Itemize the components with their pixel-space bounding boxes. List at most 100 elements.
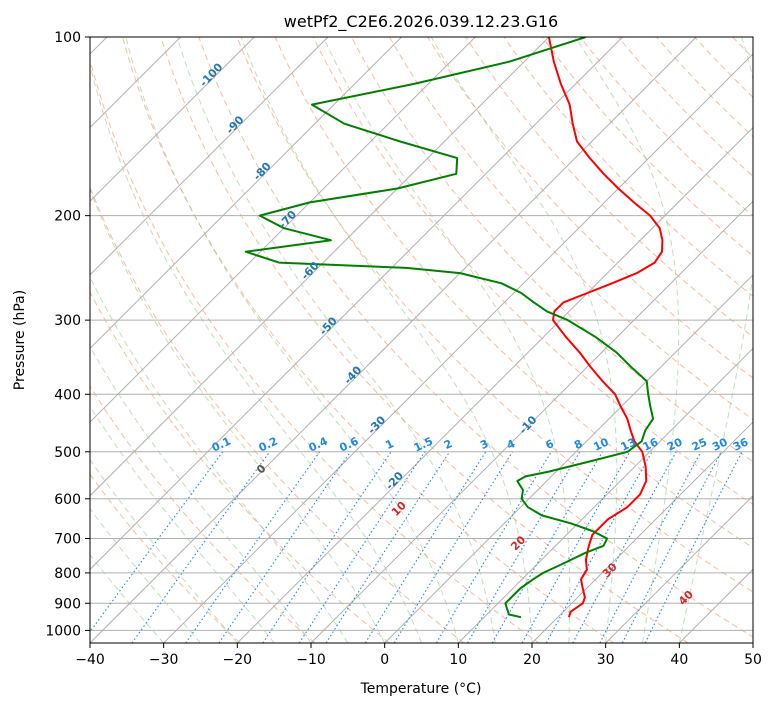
isotherm-label: -80 [251,159,274,183]
moist-adiabat-line [678,37,753,643]
mixing-ratio-label: 36 [731,435,751,453]
background-lines [90,37,775,643]
isotherm-line [90,37,476,423]
mixing-ratio-line [435,451,552,643]
dry-adiabat-line [350,37,753,463]
isotherm-line [90,37,255,202]
moist-adiabat-line [322,37,571,643]
dry-adiabat-line [771,37,775,643]
profile-lines [244,37,664,619]
mixing-ratio-label: 30 [710,435,730,453]
mixing-ratio-line [218,451,351,643]
mixing-ratio-label: 4 [505,437,518,452]
dry-adiabat-line [656,37,753,138]
y-tick-label: 500 [54,445,81,461]
dry-adiabat-line [90,57,540,643]
moist-adiabat-line [90,458,238,643]
moist-adiabat-line [90,405,275,643]
mixing-ratio-line [621,451,722,643]
line-labels: -100-90-80-70-60-50-40-30-20-100.1 0.2 0.4… [197,60,751,608]
mixing-ratio-line [131,451,271,643]
dry-adiabat-line [427,37,753,379]
dry-adiabat-line [579,37,753,217]
dry-adiabat-line [617,37,753,177]
moist-adiabat-line [90,554,165,643]
mixing-ratio-line [364,451,487,643]
dry-adiabat-line [503,37,753,297]
isotherm-line [457,347,753,643]
mixing-ratio-line [90,451,224,633]
moist-adiabat-line [125,37,459,643]
dry-adiabat-line [90,473,241,643]
isotherm-line [163,53,753,643]
dry-adiabat-line [90,186,465,643]
dry-adiabat-line [465,37,753,338]
x-tick-label: −10 [296,652,326,668]
y-tick-label: 1000 [45,623,81,639]
x-tick-label: 30 [597,652,615,668]
mixing-ratio-label: 2 [442,437,454,452]
isotherm-line [236,126,753,643]
mixing-ratio-label: 20 [665,435,685,453]
y-tick-label: 600 [54,492,81,508]
dry-adiabat-line [312,37,753,506]
isotherm-line [90,37,329,276]
mixing-ratio-label: 10 [591,435,611,453]
moist-adiabat-line [90,275,349,643]
plot-frame [89,36,754,644]
dry-adiabat-line [198,37,753,638]
moist-adiabat-line [240,37,533,643]
mixing-ratio-label: 6 [544,437,557,452]
dry-adiabat-line [274,37,753,549]
x-tick-label: 20 [523,652,541,668]
dry-adiabat-line [389,37,753,421]
mixing-ratio-line [491,451,603,643]
moist-adiabat-line [430,37,618,643]
moist-adiabat-line [176,37,496,643]
x-axis-label: Temperature (°C) [360,681,482,697]
moist-adiabat-line [90,188,386,643]
isotherm-line [384,274,753,643]
x-tick-label: −30 [149,652,179,668]
y-tick-label: 200 [54,209,81,225]
x-tick-label: 40 [670,652,688,668]
mixing-ratio-label: 16 [641,435,661,453]
y-axis-label: Pressure (hPa) [12,290,28,390]
dry-adiabat-line [236,37,753,593]
y-tick-label: 700 [54,532,81,548]
mixing-ratio-line [325,451,451,643]
dry-adiabat-line [90,385,316,643]
x-tick-label: 50 [744,652,762,668]
moist-adiabat-label: 40 [676,588,696,608]
dry-adiabat-line [694,37,753,99]
isotherm-line [605,495,753,643]
isotherm-line [752,642,753,643]
dewpoint-line [244,37,655,619]
dry-adiabat-line [122,37,614,643]
mixing-ratio-line [185,451,321,643]
mixing-ratio-line [393,451,513,643]
isotherm-line [678,568,753,643]
x-tick-label: −40 [75,652,105,668]
mixing-ratio-line [521,451,631,643]
isotherm-label: -40 [341,363,364,387]
dry-adiabat-line [160,37,689,643]
x-tick-label: 0 [380,652,389,668]
dry-adiabat-line [90,291,390,643]
moist-adiabat-line [90,507,201,643]
isotherm-line [310,200,753,643]
isotherm-line [90,37,623,571]
isotherm-label: -90 [223,113,246,137]
moist-adiabat-line [574,37,680,643]
chart-title: wetPf2_C2E6.2026.039.12.23.G16 [284,12,558,32]
axes: −40 −30 −20 −10 0 10 20 30 40 50 100 200 300 400 500 60… [45,30,762,668]
moist-adiabat-line [90,345,312,643]
y-tick-label: 900 [54,596,81,612]
mixing-ratio-line [467,451,581,643]
mixing-ratio-label: 1 [383,437,395,452]
mixing-ratio-label: 25 [690,435,709,453]
isotherm-line [531,421,753,643]
isotherm-label: -30 [365,413,388,437]
mixing-ratio-line [599,451,702,643]
